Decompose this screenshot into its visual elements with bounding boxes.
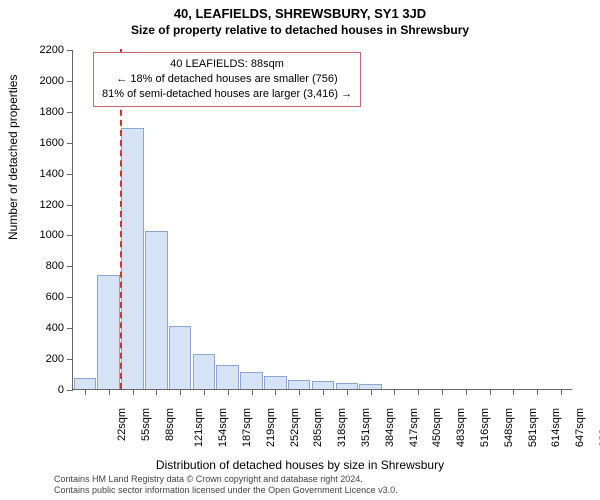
x-tick: [180, 389, 181, 395]
x-tick: [228, 389, 229, 395]
y-tick: [67, 297, 73, 298]
x-axis-label: Distribution of detached houses by size …: [0, 458, 600, 472]
footer-line-1: Contains HM Land Registry data © Crown c…: [54, 474, 590, 485]
y-tick-label: 800: [46, 260, 64, 272]
x-tick-label: 516sqm: [479, 408, 491, 447]
x-tick: [466, 389, 467, 395]
bar: [240, 372, 263, 389]
x-tick: [85, 389, 86, 395]
y-tick: [67, 390, 73, 391]
bar: [312, 381, 335, 389]
x-tick-label: 187sqm: [241, 408, 253, 447]
y-tick-label: 400: [46, 322, 64, 334]
y-tick: [67, 112, 73, 113]
x-tick: [109, 389, 110, 395]
bar: [74, 378, 97, 389]
x-tick: [133, 389, 134, 395]
x-tick-label: 417sqm: [408, 408, 420, 447]
bar: [216, 365, 239, 389]
bar: [288, 380, 311, 389]
x-tick: [394, 389, 395, 395]
y-tick-label: 1800: [40, 106, 64, 118]
x-tick-label: 154sqm: [217, 408, 229, 447]
bar: [121, 128, 144, 389]
x-tick-label: 285sqm: [313, 408, 325, 447]
y-tick: [67, 359, 73, 360]
x-tick: [371, 389, 372, 395]
y-tick: [67, 143, 73, 144]
x-tick-label: 647sqm: [574, 408, 586, 447]
x-tick-label: 219sqm: [265, 408, 277, 447]
bar: [264, 376, 287, 389]
x-tick-label: 483sqm: [455, 408, 467, 447]
y-tick: [67, 235, 73, 236]
x-tick: [204, 389, 205, 395]
y-axis-label: Number of detached properties: [6, 75, 20, 240]
x-tick-label: 581sqm: [527, 408, 539, 447]
y-tick-label: 600: [46, 291, 64, 303]
x-tick-label: 22sqm: [116, 408, 128, 441]
y-tick: [67, 328, 73, 329]
x-tick-label: 450sqm: [432, 408, 444, 447]
x-tick: [347, 389, 348, 395]
x-tick: [490, 389, 491, 395]
x-tick-label: 614sqm: [551, 408, 563, 447]
x-tick: [323, 389, 324, 395]
y-tick-label: 200: [46, 353, 64, 365]
footer-line-2: Contains public sector information licen…: [54, 485, 590, 496]
y-tick-label: 2200: [40, 44, 64, 56]
x-tick: [156, 389, 157, 395]
y-tick-label: 2000: [40, 75, 64, 87]
bar: [97, 275, 120, 389]
x-tick: [561, 389, 562, 395]
bar: [145, 231, 168, 389]
bar: [169, 326, 192, 389]
x-tick: [513, 389, 514, 395]
x-tick-label: 384sqm: [384, 408, 396, 447]
footer: Contains HM Land Registry data © Crown c…: [54, 474, 590, 496]
x-tick: [537, 389, 538, 395]
bar: [193, 354, 216, 389]
annotation-line-3: 81% of semi-detached houses are larger (…: [102, 87, 352, 102]
annotation-line-1: 40 LEAFIELDS: 88sqm: [102, 57, 352, 72]
y-tick-label: 1000: [40, 229, 64, 241]
x-tick-label: 88sqm: [164, 408, 176, 441]
y-tick: [67, 205, 73, 206]
y-tick-label: 0: [58, 384, 64, 396]
chart-subtitle: Size of property relative to detached ho…: [0, 23, 600, 37]
x-tick: [418, 389, 419, 395]
x-tick-label: 548sqm: [503, 408, 515, 447]
x-tick: [252, 389, 253, 395]
x-tick-label: 55sqm: [140, 408, 152, 441]
x-tick: [442, 389, 443, 395]
y-tick: [67, 174, 73, 175]
x-tick: [275, 389, 276, 395]
x-tick-label: 318sqm: [336, 408, 348, 447]
x-tick-label: 121sqm: [193, 408, 205, 447]
page-title: 40, LEAFIELDS, SHREWSBURY, SY1 3JD: [0, 0, 600, 21]
y-tick-label: 1200: [40, 199, 64, 211]
annotation-box: 40 LEAFIELDS: 88sqm ← 18% of detached ho…: [93, 52, 361, 107]
annotation-line-2: ← 18% of detached houses are smaller (75…: [102, 72, 352, 87]
y-tick: [67, 81, 73, 82]
x-tick: [299, 389, 300, 395]
x-tick-label: 351sqm: [360, 408, 372, 447]
y-tick-label: 1600: [40, 137, 64, 149]
y-tick: [67, 50, 73, 51]
y-tick-label: 1400: [40, 168, 64, 180]
y-tick: [67, 266, 73, 267]
x-tick-label: 252sqm: [289, 408, 301, 447]
